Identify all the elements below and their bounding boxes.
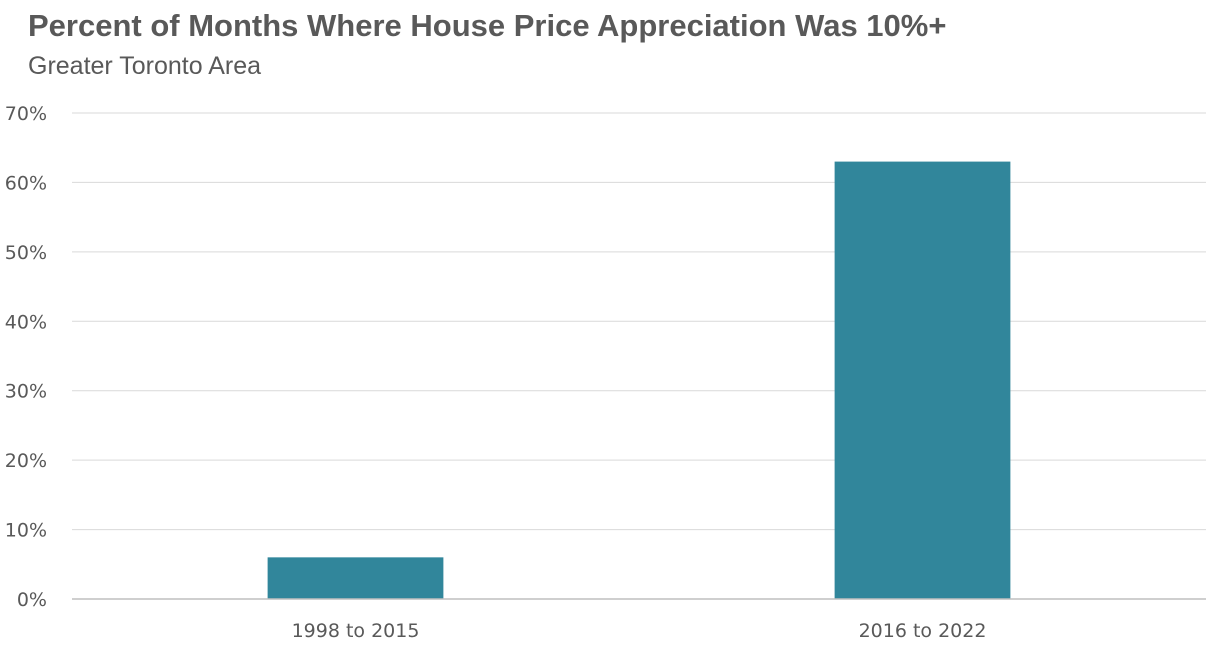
y-tick-label: 50% [5, 242, 47, 264]
x-axis-labels: 1998 to 2015 2016 to 2022 [292, 620, 987, 642]
y-tick-label: 70% [5, 103, 47, 125]
y-tick-label: 0% [17, 589, 47, 611]
y-axis-ticks: 0% 10% 20% 30% 40% 50% 60% 70% [5, 103, 47, 611]
chart-title: Percent of Months Where House Price Appr… [28, 8, 947, 43]
y-tick-label: 60% [5, 172, 47, 194]
x-category-label: 1998 to 2015 [292, 620, 420, 642]
y-tick-label: 40% [5, 311, 47, 333]
chart-subtitle: Greater Toronto Area [28, 52, 262, 80]
y-tick-label: 30% [5, 381, 47, 403]
bars [267, 161, 1011, 599]
y-tick-label: 10% [5, 520, 47, 542]
gridlines [72, 112, 1206, 531]
y-tick-label: 20% [5, 450, 47, 472]
x-category-label: 2016 to 2022 [859, 620, 987, 642]
bar-1 [267, 557, 444, 599]
bar-2 [834, 161, 1011, 599]
